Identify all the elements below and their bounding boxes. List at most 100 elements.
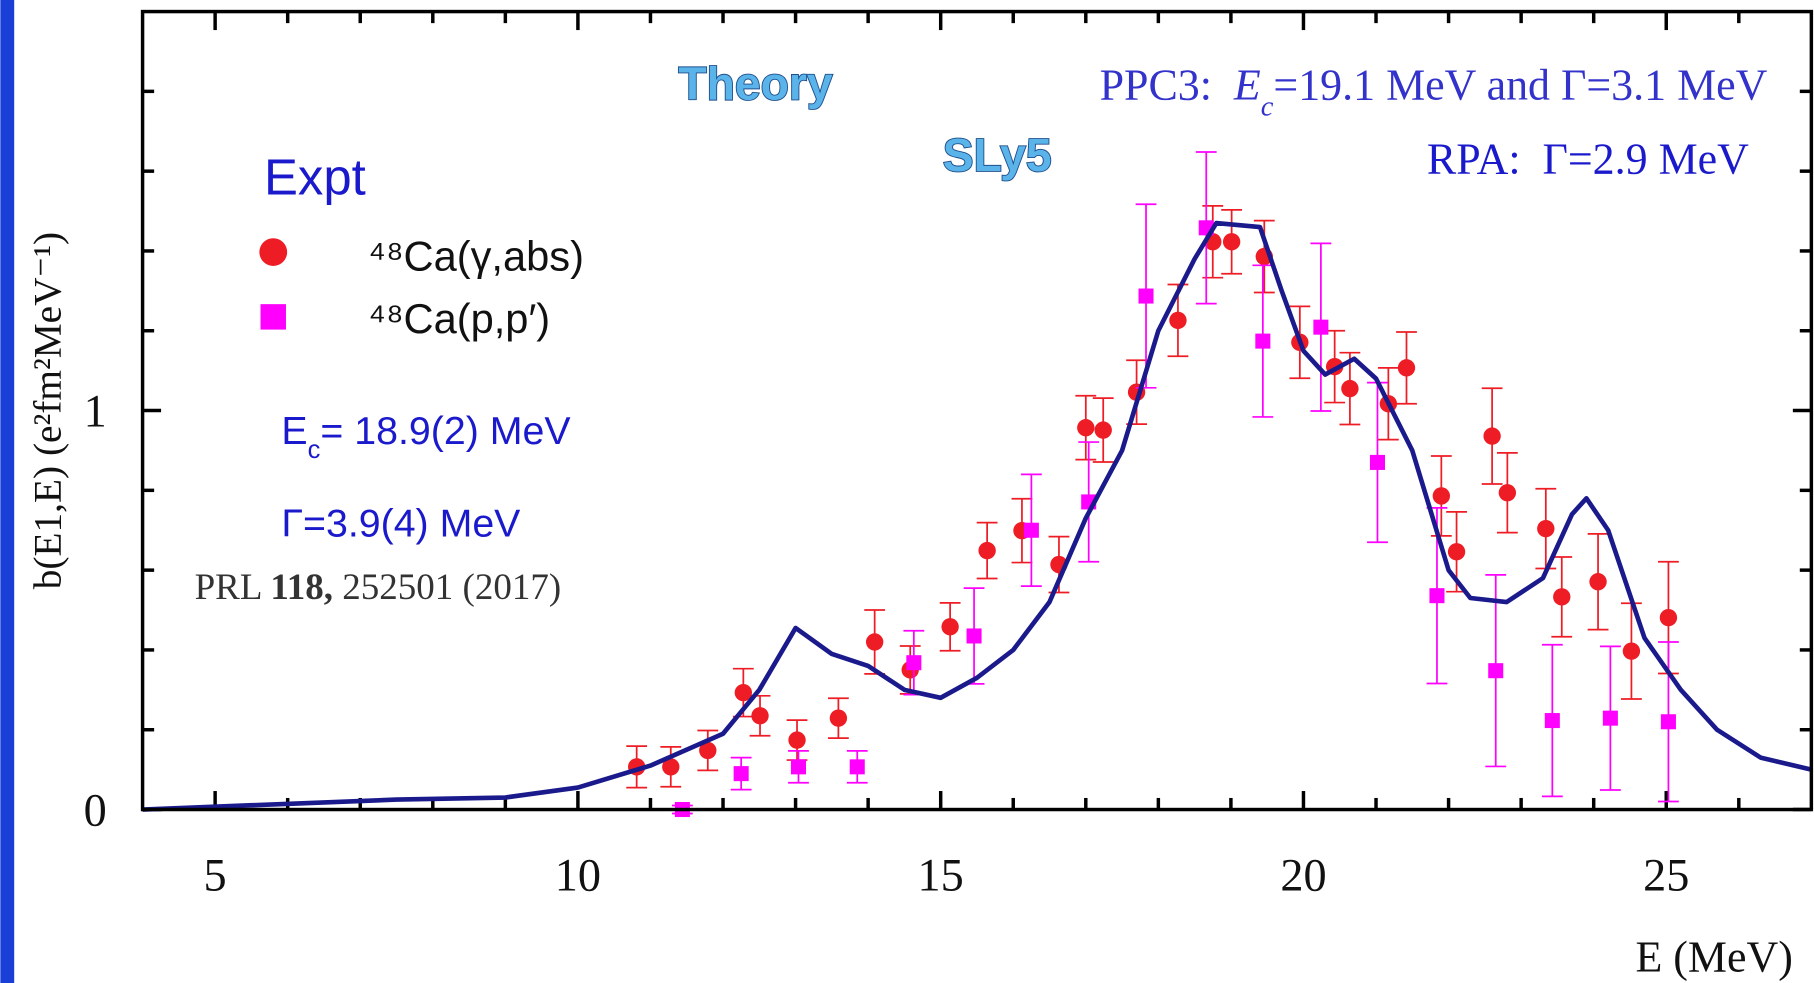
annotation-part: = 18.9(2) MeV xyxy=(320,409,571,453)
data-point xyxy=(1430,455,1452,537)
point xyxy=(1659,608,1678,627)
data-point xyxy=(697,729,719,772)
annotation-part: 118, xyxy=(270,567,333,608)
data-point xyxy=(1541,643,1563,798)
annotation-part: c xyxy=(308,436,321,464)
annotation: SLy5 xyxy=(943,129,1052,181)
data-point xyxy=(1496,451,1518,534)
data-point xyxy=(827,697,849,739)
annotation-part: E xyxy=(281,409,307,453)
point xyxy=(1138,288,1154,304)
point xyxy=(1077,419,1095,437)
data-point xyxy=(788,750,809,784)
point xyxy=(1313,319,1329,335)
data-point xyxy=(749,694,771,737)
data-point xyxy=(939,601,961,652)
point xyxy=(790,759,806,775)
point xyxy=(1537,519,1555,538)
annotation-part: Γ=3.9(4) MeV xyxy=(281,502,521,546)
point xyxy=(1483,427,1501,445)
data-point xyxy=(730,756,752,791)
point xyxy=(1544,713,1560,729)
data-point xyxy=(1587,532,1609,631)
point xyxy=(662,758,680,776)
y-tick-label: 1 xyxy=(84,387,107,438)
annotation-part: c xyxy=(1261,91,1274,122)
legend-title: Expt xyxy=(264,148,366,205)
point xyxy=(1222,233,1241,251)
point xyxy=(1341,379,1359,398)
point xyxy=(906,655,922,671)
annotation-part: Theory xyxy=(678,57,832,109)
data-point xyxy=(846,750,868,784)
x-tick-label: 20 xyxy=(1280,850,1326,901)
data-point xyxy=(1621,602,1642,700)
x-tick-label: 15 xyxy=(918,850,964,901)
annotation-part: PPC3: xyxy=(1100,60,1234,109)
point xyxy=(1397,359,1416,377)
data-point xyxy=(1092,397,1114,463)
data-point xyxy=(1481,387,1503,485)
x-tick-label: 5 xyxy=(204,850,227,901)
x-tick-label: 10 xyxy=(555,850,601,901)
data-point xyxy=(1485,574,1507,768)
data-point xyxy=(1020,473,1042,587)
side-bar xyxy=(0,0,15,983)
point xyxy=(1589,573,1607,591)
data-point xyxy=(1396,331,1417,405)
point xyxy=(1094,421,1112,439)
data-point xyxy=(1078,441,1100,563)
point xyxy=(733,766,749,782)
point xyxy=(1602,710,1618,726)
point xyxy=(734,683,753,702)
annotation: Ec= 18.9(2) MeV xyxy=(281,409,571,464)
legend-marker xyxy=(260,304,286,330)
data-point xyxy=(1535,487,1557,570)
data-point xyxy=(1599,645,1621,791)
point xyxy=(1255,333,1271,349)
point xyxy=(1169,311,1187,330)
point xyxy=(1023,522,1039,538)
point xyxy=(751,707,769,725)
legend-label: ⁴⁸Ca(γ,abs) xyxy=(368,233,584,280)
annotation-part: 252501 (2017) xyxy=(333,567,561,608)
data-point xyxy=(1252,264,1274,418)
annotation-part: E xyxy=(1233,60,1261,109)
point xyxy=(699,741,717,760)
point xyxy=(941,618,959,636)
data-point xyxy=(1221,208,1243,275)
point xyxy=(829,709,848,727)
point xyxy=(1488,663,1504,679)
theory-curve xyxy=(142,220,1812,812)
x-axis-label: E (MeV) xyxy=(1635,932,1792,981)
point xyxy=(966,628,982,644)
point xyxy=(1622,642,1641,660)
point xyxy=(1660,714,1676,730)
point xyxy=(1369,454,1385,470)
y-tick-label: 0 xyxy=(84,786,107,837)
data-point xyxy=(1339,351,1361,426)
legend-label: ⁴⁸Ca(p,p′) xyxy=(368,295,550,342)
point xyxy=(1498,484,1517,502)
annotation-part: SLy5 xyxy=(943,129,1052,181)
annotation: Theory xyxy=(678,57,832,109)
x-tick-label: 25 xyxy=(1643,850,1689,901)
data-point xyxy=(976,521,998,580)
data-point xyxy=(1551,556,1573,638)
annotation-part: =19.1 MeV and Γ=3.1 MeV xyxy=(1273,60,1767,109)
data-point xyxy=(1135,203,1157,389)
point xyxy=(849,759,865,775)
annotation: PPC3: Ec=19.1 MeV and Γ=3.1 MeV xyxy=(1100,60,1768,122)
data-point xyxy=(1310,242,1332,412)
point xyxy=(1447,543,1466,561)
plot-frame xyxy=(140,9,1814,812)
data-point xyxy=(1075,394,1097,461)
point xyxy=(1432,487,1450,505)
annotation: Γ=3.9(4) MeV xyxy=(281,502,521,546)
point xyxy=(788,731,806,749)
y-axis-label: b(E1,E) (e²fm²MeV⁻¹) xyxy=(25,232,69,589)
point xyxy=(978,541,996,560)
point xyxy=(1429,588,1445,604)
